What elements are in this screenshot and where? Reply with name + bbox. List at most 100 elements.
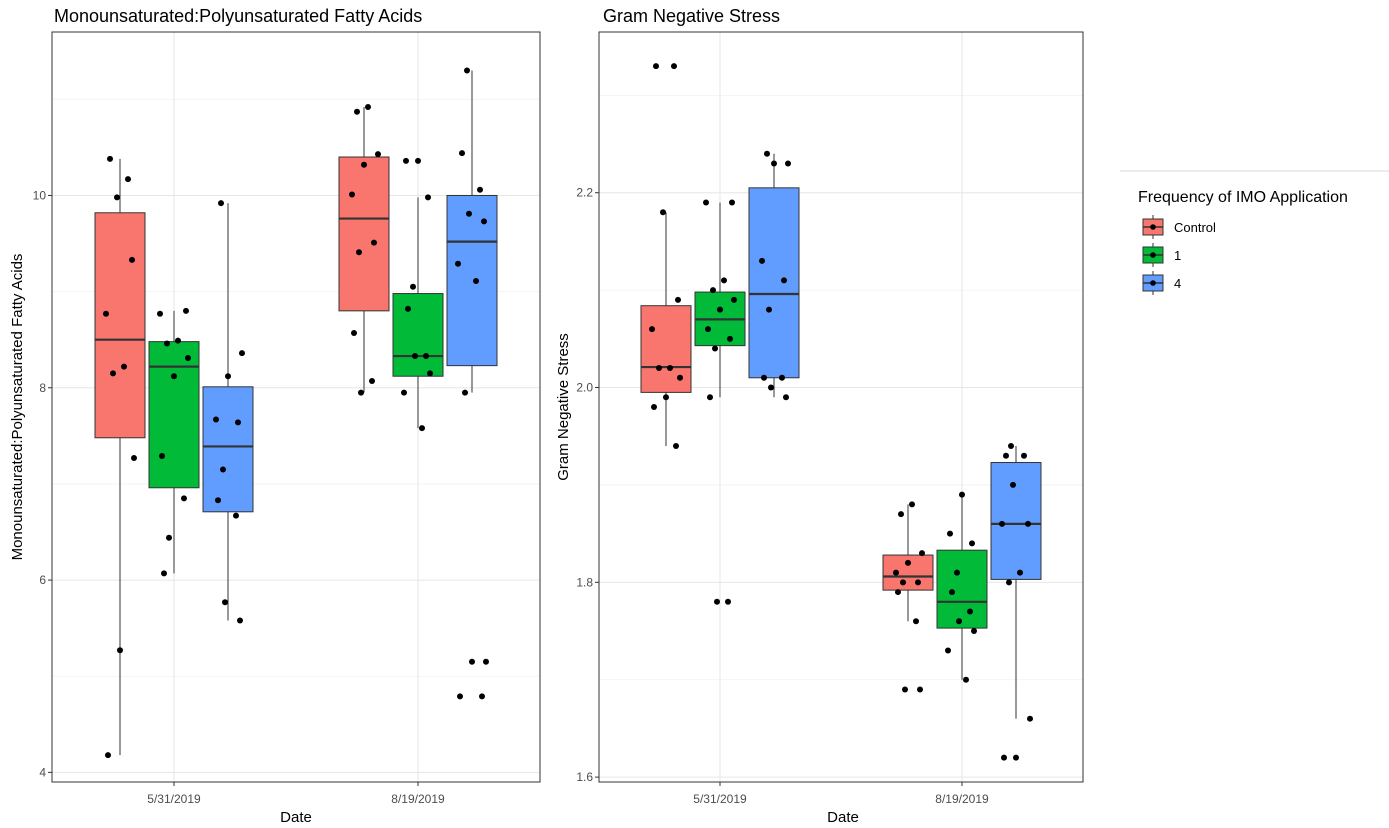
data-point (427, 370, 433, 377)
data-point (401, 389, 407, 396)
legend-key-point (1150, 252, 1156, 258)
box-control-8-19-2019 (338, 156, 390, 312)
data-point (959, 491, 965, 498)
data-point (131, 454, 137, 461)
data-point (675, 296, 681, 303)
data-point (477, 186, 483, 193)
box-4-8-19-2019 (990, 462, 1042, 580)
data-points (649, 63, 1033, 761)
box-control-5-31-2019 (640, 305, 692, 393)
y-axis-title: Gram Negative Stress (555, 333, 572, 481)
data-point (225, 373, 231, 380)
data-point (175, 337, 181, 344)
boxplots (94, 70, 498, 756)
data-point (729, 199, 735, 206)
data-point (956, 618, 962, 625)
panel-border (51, 31, 541, 783)
data-point (410, 283, 416, 290)
y-tick-label: 1.6 (576, 770, 593, 784)
y-tick-label: 2.2 (576, 186, 593, 200)
data-point (459, 150, 465, 157)
data-point (164, 340, 170, 347)
data-point (673, 442, 679, 449)
data-point (483, 658, 489, 665)
data-point (218, 200, 224, 207)
legend-label: 1 (1174, 248, 1181, 263)
data-point (677, 374, 683, 381)
data-point (403, 157, 409, 164)
data-point (351, 329, 357, 336)
data-point (110, 370, 116, 377)
data-point (1006, 579, 1012, 586)
panel-border (598, 31, 1084, 783)
legend-item-control: Control (1142, 215, 1216, 239)
data-point (949, 589, 955, 596)
data-point (1017, 569, 1023, 576)
data-point (469, 658, 475, 665)
data-point (479, 693, 485, 700)
legend-key-point (1150, 224, 1156, 230)
data-point (237, 617, 243, 624)
data-point (667, 365, 673, 372)
data-point (1003, 452, 1009, 459)
data-point (166, 534, 172, 541)
legend: Frequency of IMO Application Control 1 4 (1120, 170, 1389, 295)
data-point (220, 466, 226, 473)
data-point (425, 194, 431, 201)
data-point (902, 686, 908, 693)
data-point (462, 389, 468, 396)
data-point (114, 194, 120, 201)
data-point (1008, 442, 1014, 449)
data-point (656, 365, 662, 372)
data-point (455, 260, 461, 267)
data-point (945, 647, 951, 654)
data-point (963, 676, 969, 683)
data-point (971, 628, 977, 635)
data-point (712, 345, 718, 352)
data-point (893, 569, 899, 576)
data-point (905, 559, 911, 566)
data-point (159, 453, 165, 460)
data-point (714, 598, 720, 605)
chart-title: Monounsaturated:Polyunsaturated Fatty Ac… (54, 6, 422, 26)
x-tick-label: 5/31/2019 (693, 792, 747, 806)
data-point (663, 394, 669, 401)
data-point (107, 155, 113, 162)
data-point (999, 520, 1005, 527)
data-point (898, 511, 904, 518)
data-point (727, 335, 733, 342)
data-point (105, 752, 111, 759)
box-4-5-31-2019 (202, 386, 254, 513)
x-axis-title: Date (827, 809, 859, 826)
data-point (125, 176, 131, 183)
data-point (703, 199, 709, 206)
x-axis-title: Date (280, 809, 312, 826)
data-point (405, 305, 411, 312)
y-tick-label: 8 (39, 381, 46, 395)
data-point (909, 501, 915, 508)
box-4-5-31-2019 (748, 187, 800, 379)
y-tick-label: 1.8 (576, 575, 593, 589)
data-point (183, 307, 189, 314)
data-point (954, 569, 960, 576)
axis-ticks: 1.6 1.8 2.0 2.2 5/31/2019 8/19/2019 (576, 186, 989, 806)
data-point (1027, 715, 1033, 722)
data-point (705, 326, 711, 333)
data-point (375, 151, 381, 158)
data-point (781, 277, 787, 284)
y-tick-label: 4 (39, 765, 46, 779)
legend-label: Control (1174, 220, 1216, 235)
data-point (651, 404, 657, 410)
data-point (415, 157, 421, 164)
data-point (371, 239, 377, 246)
data-point (969, 540, 975, 547)
data-point (473, 278, 479, 285)
data-point (710, 287, 716, 294)
data-point (947, 530, 953, 537)
box-control-5-31-2019 (94, 212, 146, 439)
legend-key-point (1150, 280, 1156, 286)
data-point (671, 63, 677, 70)
axis-ticks: 4 6 8 10 5/31/2019 8/19/2019 (33, 188, 445, 806)
data-point (457, 693, 463, 700)
